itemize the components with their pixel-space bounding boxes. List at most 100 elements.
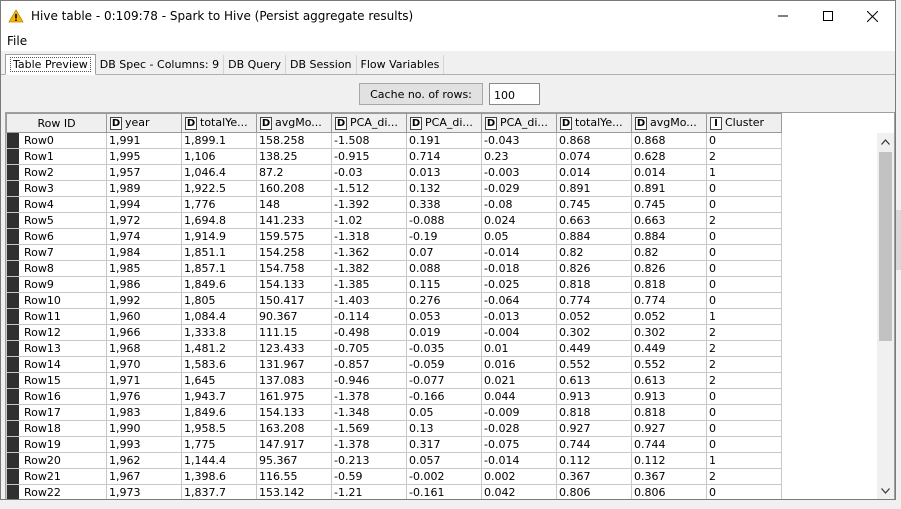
table-cell[interactable]: 1,974 <box>106 228 182 245</box>
table-cell[interactable]: -0.035 <box>406 340 482 357</box>
table-cell[interactable]: -0.705 <box>331 340 407 357</box>
table-cell[interactable]: 1,990 <box>106 420 182 437</box>
table-cell[interactable]: -0.077 <box>406 372 482 389</box>
table-cell[interactable]: 0 <box>706 388 782 405</box>
table-cell[interactable]: -1.512 <box>331 180 407 197</box>
table-cell[interactable]: 0.552 <box>631 356 707 373</box>
table-cell[interactable]: 0.07 <box>406 244 482 261</box>
table-cell[interactable]: 2 <box>706 356 782 373</box>
tab-table-preview[interactable]: Table Preview <box>5 54 96 75</box>
table-cell[interactable]: 0.826 <box>631 260 707 277</box>
column-header[interactable]: D PCA_di... <box>406 113 482 133</box>
table-cell[interactable]: 90.367 <box>256 308 332 325</box>
table-cell[interactable]: 1,972 <box>106 212 182 229</box>
table-cell[interactable]: 0.745 <box>631 196 707 213</box>
table-cell[interactable]: 148 <box>256 196 332 213</box>
table-cell[interactable]: 0 <box>706 484 782 499</box>
table-cell[interactable]: 1 <box>706 164 782 181</box>
table-cell[interactable]: 0.818 <box>556 276 632 293</box>
table-cell[interactable]: -0.075 <box>481 436 557 453</box>
scrollbar-thumb[interactable] <box>879 152 892 341</box>
table-cell[interactable]: 1,694.8 <box>181 212 257 229</box>
table-cell[interactable]: 1,960 <box>106 308 182 325</box>
table-cell[interactable]: 0.891 <box>631 180 707 197</box>
table-cell[interactable]: 0.021 <box>481 372 557 389</box>
table-cell[interactable]: 0.338 <box>406 196 482 213</box>
table-cell[interactable]: 0 <box>706 436 782 453</box>
table-cell[interactable]: 1,985 <box>106 260 182 277</box>
table-cell[interactable]: 0.613 <box>556 372 632 389</box>
row-id-cell[interactable]: Row16 <box>6 388 107 405</box>
table-cell[interactable]: 0.01 <box>481 340 557 357</box>
table-row[interactable]: Row8 1,985 1,857.1 154.758 -1.382 0.088 -0.018… <box>6 260 782 277</box>
table-cell[interactable]: 1,084.4 <box>181 308 257 325</box>
close-button[interactable] <box>850 1 895 31</box>
table-cell[interactable]: 1,851.1 <box>181 244 257 261</box>
table-cell[interactable]: -0.018 <box>481 260 557 277</box>
table-cell[interactable]: 0.367 <box>556 468 632 485</box>
row-id-cell[interactable]: Row9 <box>6 276 107 293</box>
table-cell[interactable]: 0.302 <box>556 324 632 341</box>
table-cell[interactable]: -0.08 <box>481 196 557 213</box>
table-cell[interactable]: 0.628 <box>631 148 707 165</box>
table-cell[interactable]: 0.042 <box>481 484 557 499</box>
table-cell[interactable]: 1,976 <box>106 388 182 405</box>
table-cell[interactable]: 0.663 <box>631 212 707 229</box>
table-cell[interactable]: 1,989 <box>106 180 182 197</box>
table-cell[interactable]: 0.744 <box>631 436 707 453</box>
table-cell[interactable]: 0.014 <box>631 164 707 181</box>
table-cell[interactable]: 0.074 <box>556 148 632 165</box>
table-cell[interactable]: 1,994 <box>106 196 182 213</box>
table-row[interactable]: Row22 1,973 1,837.7 153.142 -1.21 -0.161 0.042… <box>6 484 782 499</box>
table-cell[interactable]: 0.044 <box>481 388 557 405</box>
table-cell[interactable]: 1,967 <box>106 468 182 485</box>
table-row[interactable]: Row21 1,967 1,398.6 116.55 -0.59 -0.002 0.002 0… <box>6 468 782 485</box>
cache-rows-input[interactable] <box>489 83 540 105</box>
table-cell[interactable]: 0.112 <box>631 452 707 469</box>
table-cell[interactable]: -1.362 <box>331 244 407 261</box>
table-cell[interactable]: 1,922.5 <box>181 180 257 197</box>
table-cell[interactable]: 0.052 <box>631 308 707 325</box>
table-row[interactable]: Row4 1,994 1,776 148 -1.392 0.338 -0.08 0.745 0.… <box>6 196 782 213</box>
table-cell[interactable]: 1,849.6 <box>181 276 257 293</box>
table-cell[interactable]: 1,973 <box>106 484 182 499</box>
table-cell[interactable]: -0.009 <box>481 404 557 421</box>
table-cell[interactable]: -1.403 <box>331 292 407 309</box>
table-cell[interactable]: -0.59 <box>331 468 407 485</box>
table-cell[interactable]: 0.82 <box>631 244 707 261</box>
table-cell[interactable]: 1,775 <box>181 436 257 453</box>
table-cell[interactable]: -1.569 <box>331 420 407 437</box>
row-id-cell[interactable]: Row10 <box>6 292 107 309</box>
table-cell[interactable]: 1,970 <box>106 356 182 373</box>
table-row[interactable]: Row5 1,972 1,694.8 141.233 -1.02 -0.088 0.024 0… <box>6 212 782 229</box>
table-cell[interactable]: -0.064 <box>481 292 557 309</box>
table-cell[interactable]: 160.208 <box>256 180 332 197</box>
table-cell[interactable]: 138.25 <box>256 148 332 165</box>
scroll-down-icon[interactable] <box>877 483 894 499</box>
table-cell[interactable]: 1,914.9 <box>181 228 257 245</box>
table-cell[interactable]: -0.004 <box>481 324 557 341</box>
cache-rows-button[interactable]: Cache no. of rows: <box>359 83 483 105</box>
table-row[interactable]: Row2 1,957 1,046.4 87.2 -0.03 0.013 -0.003 0.01… <box>6 164 782 181</box>
table-cell[interactable]: 0 <box>706 180 782 197</box>
table-cell[interactable]: 1,992 <box>106 292 182 309</box>
table-cell[interactable]: -0.19 <box>406 228 482 245</box>
table-cell[interactable]: 1,986 <box>106 276 182 293</box>
table-cell[interactable]: 0 <box>706 260 782 277</box>
table-cell[interactable]: 0.806 <box>631 484 707 499</box>
table-cell[interactable]: 123.433 <box>256 340 332 357</box>
row-id-cell[interactable]: Row14 <box>6 356 107 373</box>
table-cell[interactable]: 1,481.2 <box>181 340 257 357</box>
title-bar[interactable]: Hive table - 0:109:78 - Spark to Hive (P… <box>1 1 895 31</box>
table-cell[interactable]: 2 <box>706 212 782 229</box>
table-cell[interactable]: -1.385 <box>331 276 407 293</box>
row-id-cell[interactable]: Row7 <box>6 244 107 261</box>
table-cell[interactable]: 1,983 <box>106 404 182 421</box>
table-cell[interactable]: 1,837.7 <box>181 484 257 499</box>
table-cell[interactable]: 2 <box>706 324 782 341</box>
column-header[interactable]: D PCA_di... <box>331 113 407 133</box>
table-cell[interactable]: 111.15 <box>256 324 332 341</box>
table-cell[interactable]: -1.21 <box>331 484 407 499</box>
table-row[interactable]: Row20 1,962 1,144.4 95.367 -0.213 0.057 -0.014… <box>6 452 782 469</box>
